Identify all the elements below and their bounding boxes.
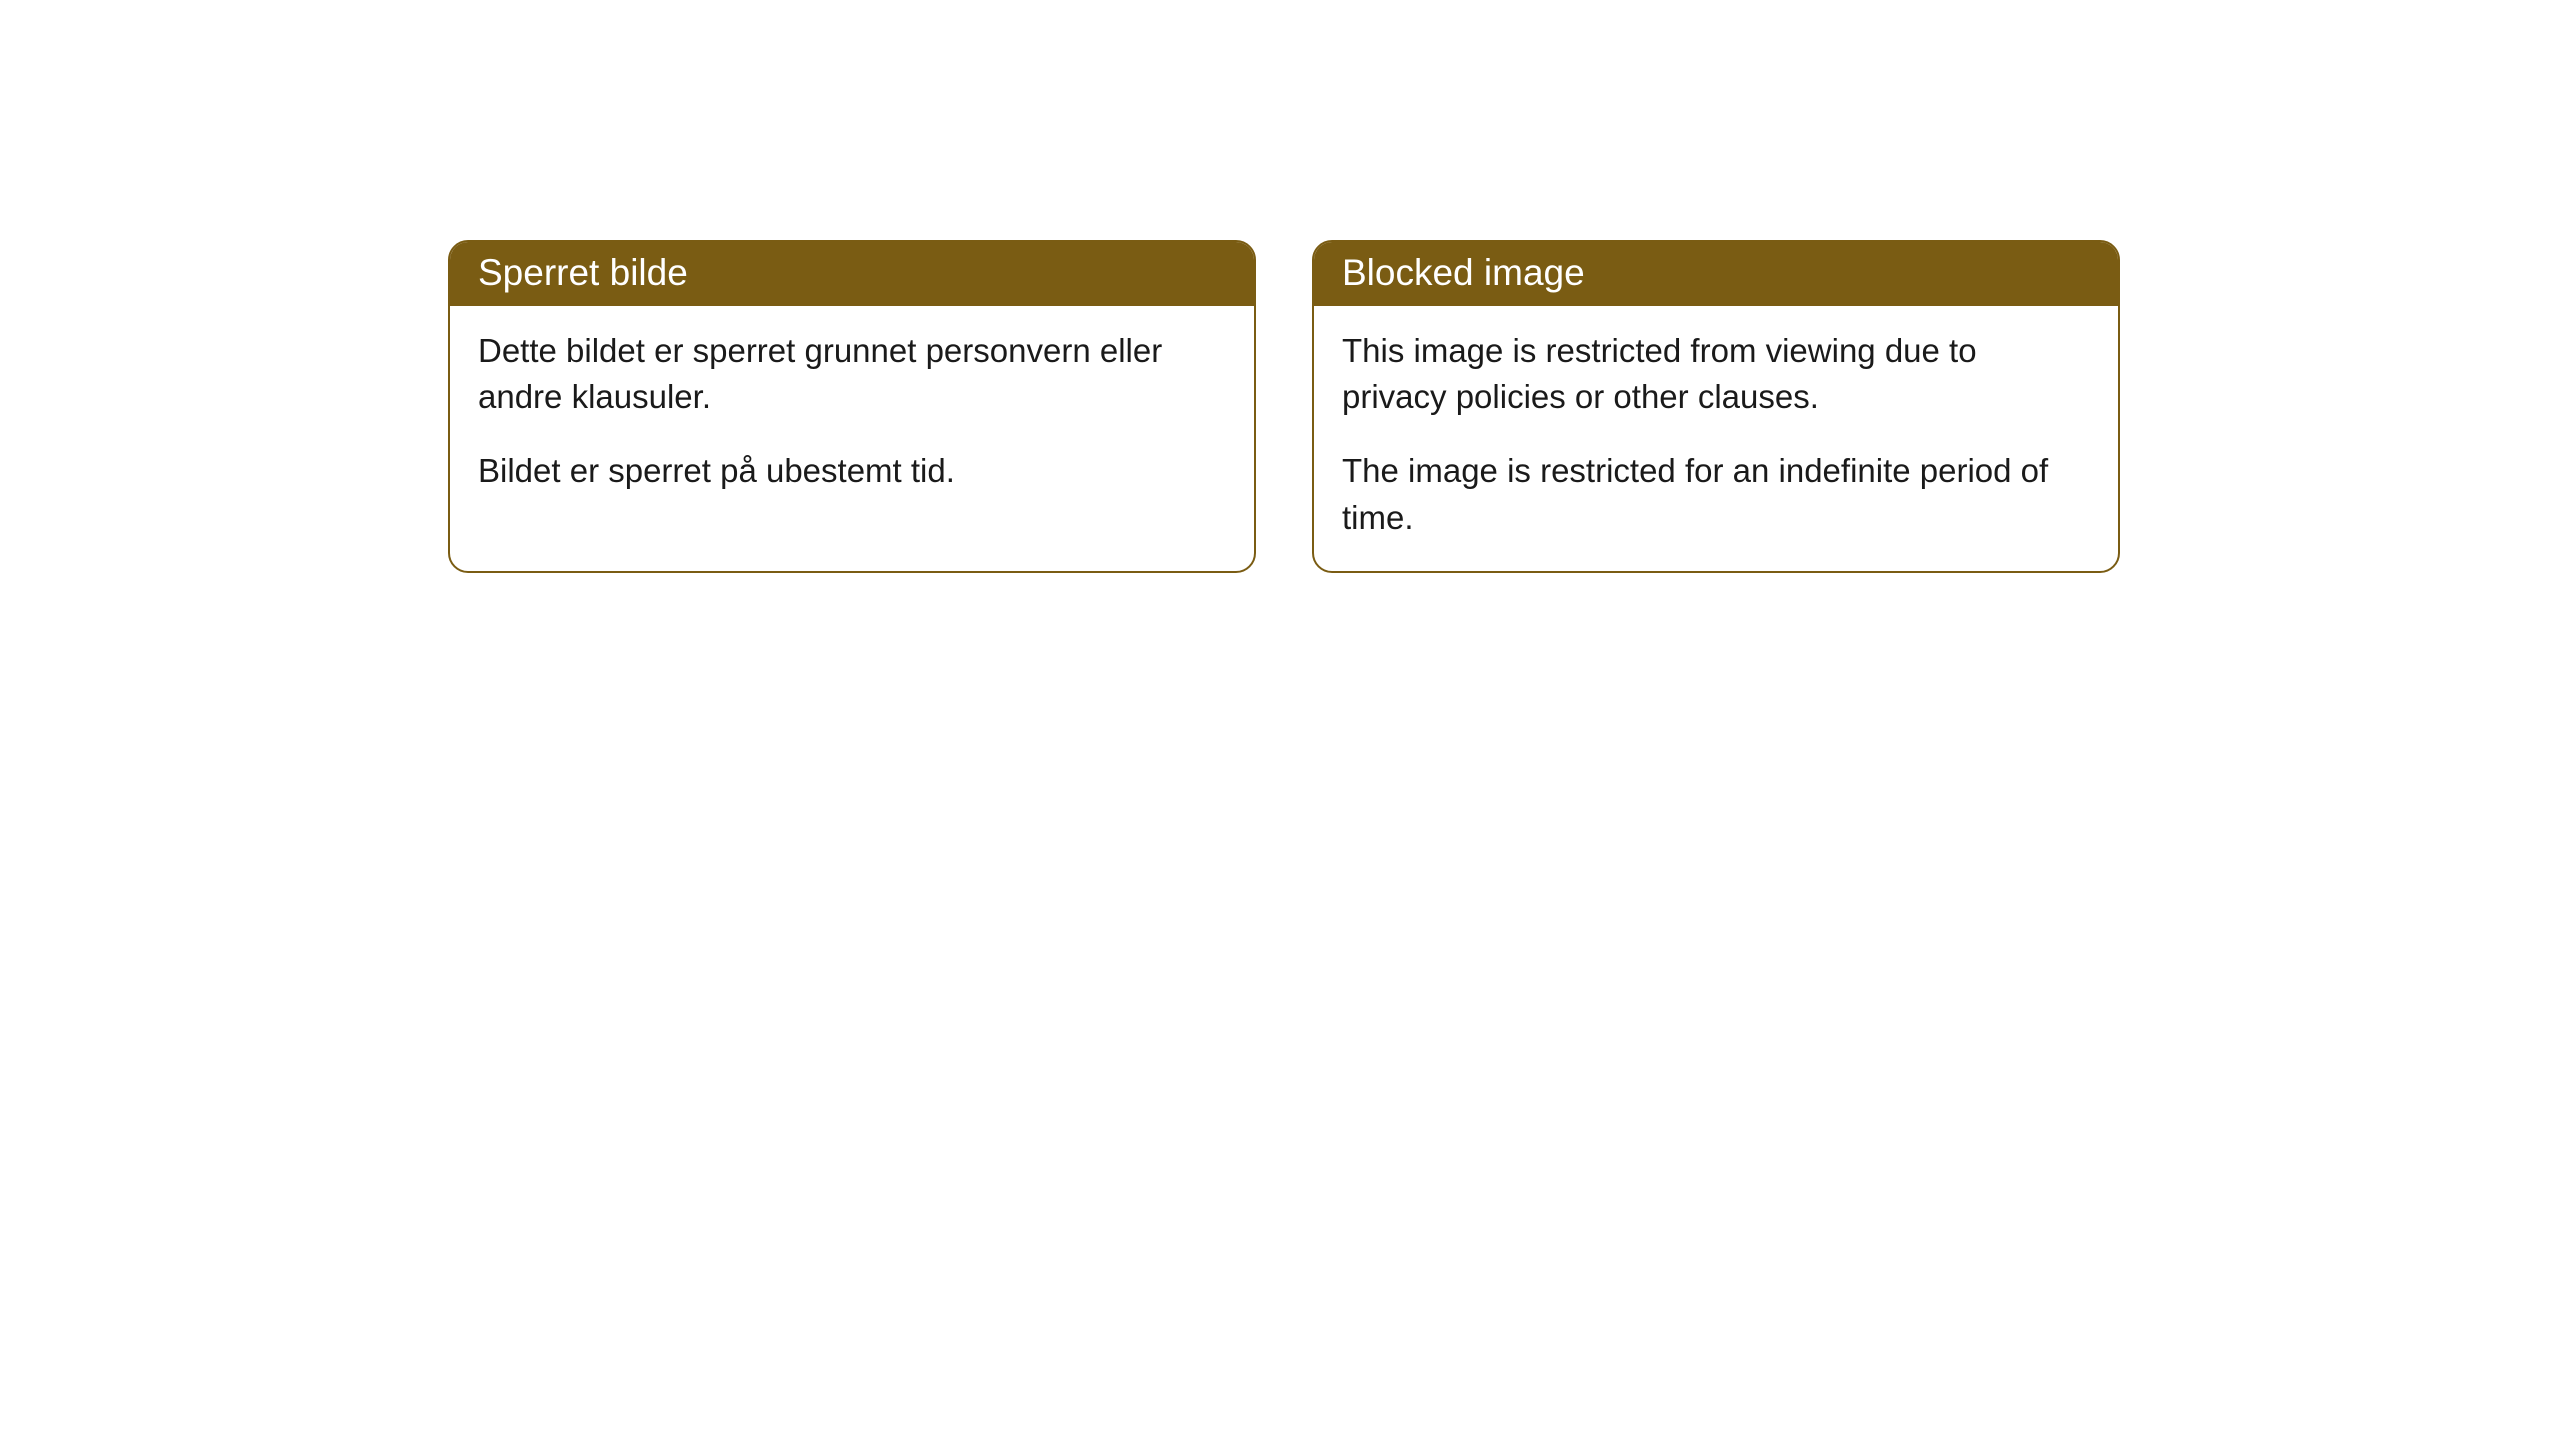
card-title: Sperret bilde: [478, 252, 688, 293]
card-body: This image is restricted from viewing du…: [1314, 306, 2118, 571]
card-paragraph: Dette bildet er sperret grunnet personve…: [478, 328, 1226, 420]
card-header: Sperret bilde: [450, 242, 1254, 306]
card-body: Dette bildet er sperret grunnet personve…: [450, 306, 1254, 525]
card-title: Blocked image: [1342, 252, 1585, 293]
notice-cards-container: Sperret bilde Dette bildet er sperret gr…: [448, 240, 2560, 573]
notice-card-norwegian: Sperret bilde Dette bildet er sperret gr…: [448, 240, 1256, 573]
card-paragraph: Bildet er sperret på ubestemt tid.: [478, 448, 1226, 494]
notice-card-english: Blocked image This image is restricted f…: [1312, 240, 2120, 573]
card-paragraph: The image is restricted for an indefinit…: [1342, 448, 2090, 540]
card-paragraph: This image is restricted from viewing du…: [1342, 328, 2090, 420]
card-header: Blocked image: [1314, 242, 2118, 306]
